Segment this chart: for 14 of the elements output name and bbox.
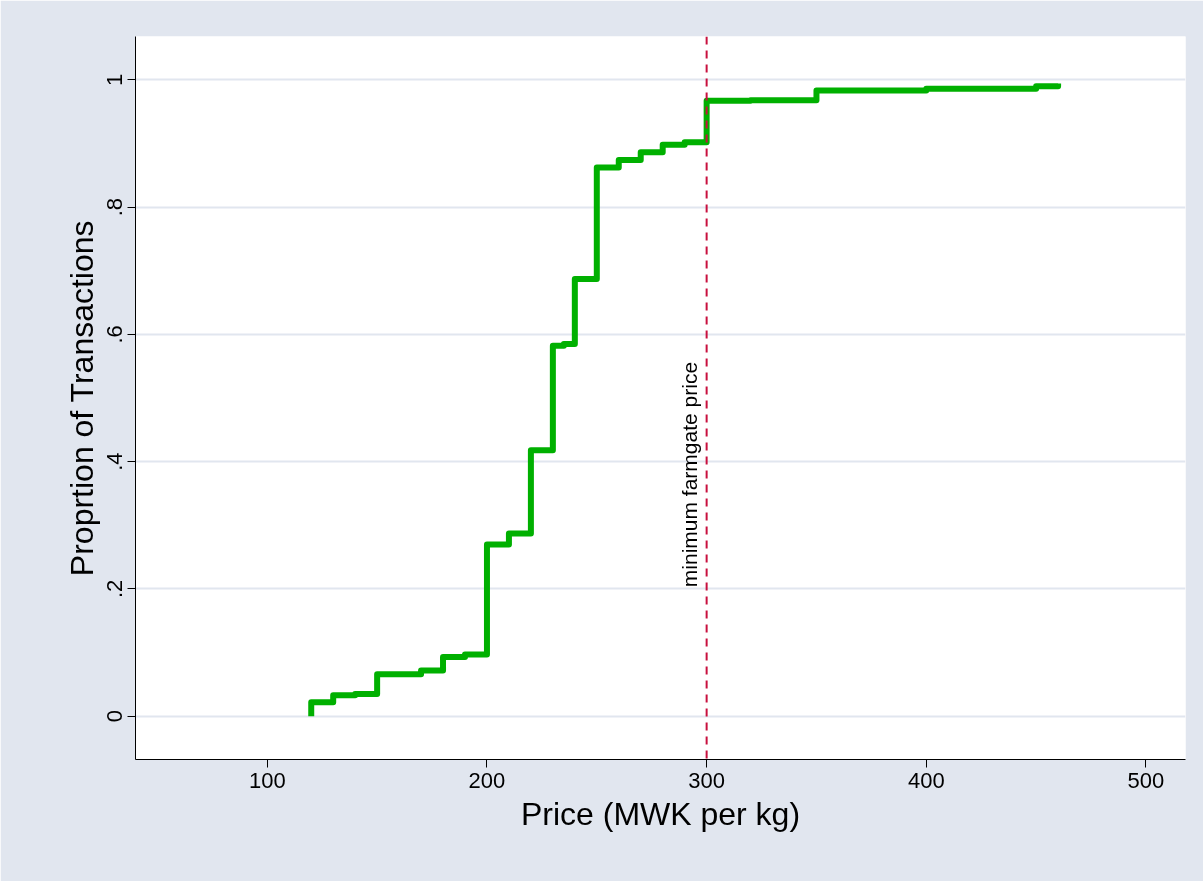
x-tick-label: 200 bbox=[468, 767, 506, 793]
x-tick-label: 500 bbox=[1127, 767, 1165, 793]
y-tick-label: 0 bbox=[102, 710, 128, 723]
x-axis-title: Price (MWK per kg) bbox=[520, 795, 801, 832]
y-tick-label: .2 bbox=[102, 579, 128, 599]
y-tick-label: .8 bbox=[102, 197, 128, 217]
x-tick-label: 400 bbox=[907, 767, 945, 793]
y-tick-label: 1 bbox=[102, 73, 128, 86]
x-tick-label: 100 bbox=[248, 767, 286, 793]
ref-line-label: minimum farmgate price bbox=[677, 361, 701, 588]
y-tick-label: .6 bbox=[102, 325, 128, 344]
y-tick-label: .4 bbox=[102, 452, 128, 471]
x-tick-label: 300 bbox=[688, 767, 725, 793]
y-axis-title: Proprtion of Transactions bbox=[63, 220, 100, 577]
